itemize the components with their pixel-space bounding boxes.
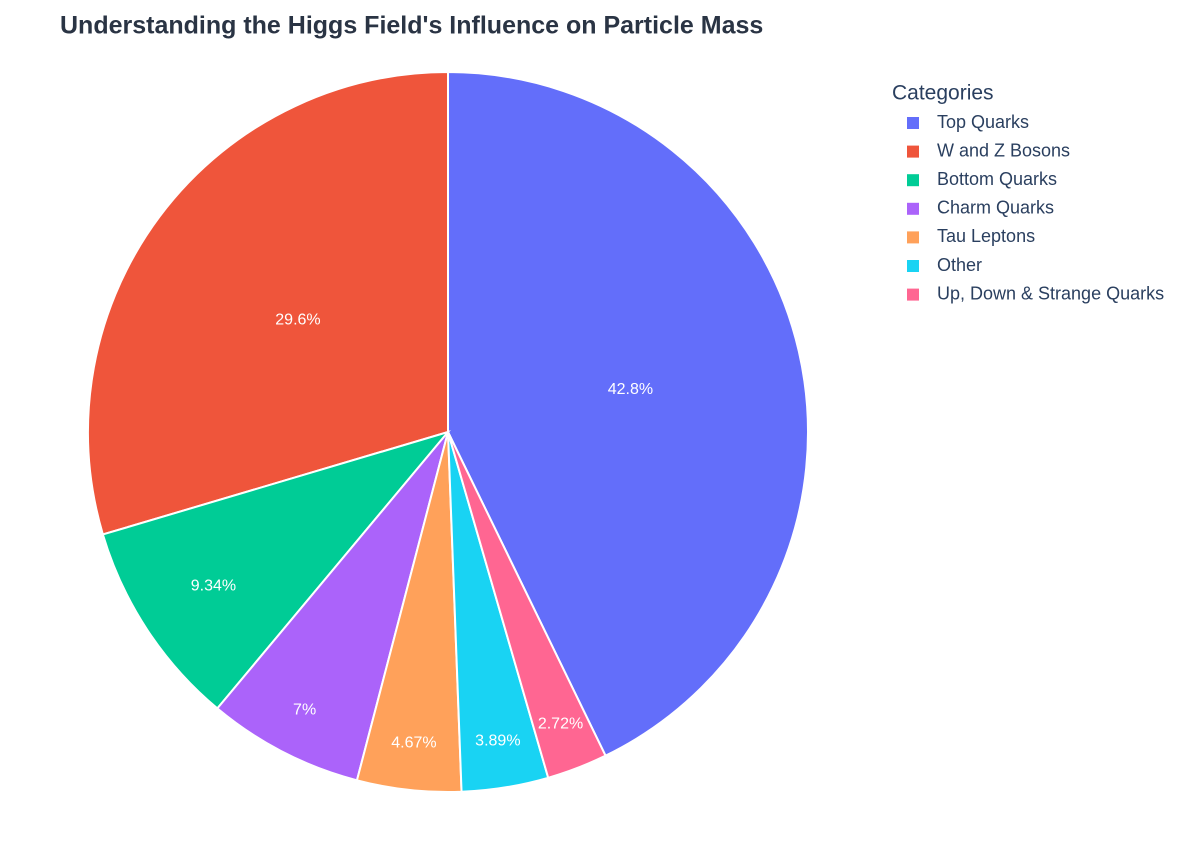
- legend-label: Up, Down & Strange Quarks: [937, 283, 1164, 303]
- legend-swatch: [907, 260, 919, 272]
- slices: [87, 70, 809, 793]
- legend-swatch: [907, 288, 919, 301]
- legend-swatch: [907, 145, 919, 158]
- pie-slice: [447, 431, 607, 780]
- legend-title: Categories: [892, 82, 994, 105]
- slice-label: 2.72%: [538, 716, 583, 733]
- legend-label: Tau Leptons: [937, 226, 1035, 246]
- legend-label: Bottom Quarks: [937, 169, 1057, 189]
- slice-label: 42.8%: [608, 381, 653, 398]
- legend-swatch: [907, 231, 919, 244]
- pie-slice: [215, 431, 449, 782]
- legend: Top Quarks W and Z Bosons Bottom Quarks Cha…: [907, 112, 1164, 303]
- chart-title: Understanding the Higgs Field's Influenc…: [60, 12, 763, 40]
- slice-label: 29.6%: [275, 311, 320, 328]
- slice-label: 4.67%: [391, 735, 436, 752]
- legend-label: Other: [937, 255, 982, 275]
- slice-label: 3.89%: [475, 732, 520, 749]
- legend-swatch: [907, 202, 919, 215]
- labels: 42.8% 29.6% 9.34% 7% 4.67% 3.89% 2.72%: [191, 311, 653, 751]
- legend-swatch: [907, 117, 919, 129]
- slice-label: 7%: [293, 702, 316, 719]
- legend-label: W and Z Bosons: [937, 140, 1070, 160]
- legend-swatch: [907, 174, 919, 187]
- legend-label: Top Quarks: [937, 112, 1029, 132]
- pie-slice: [87, 70, 449, 536]
- pie-slice: [447, 70, 809, 758]
- legend-label: Charm Quarks: [937, 198, 1054, 218]
- pie-slice: [101, 430, 451, 710]
- slice-label: 9.34%: [191, 578, 236, 595]
